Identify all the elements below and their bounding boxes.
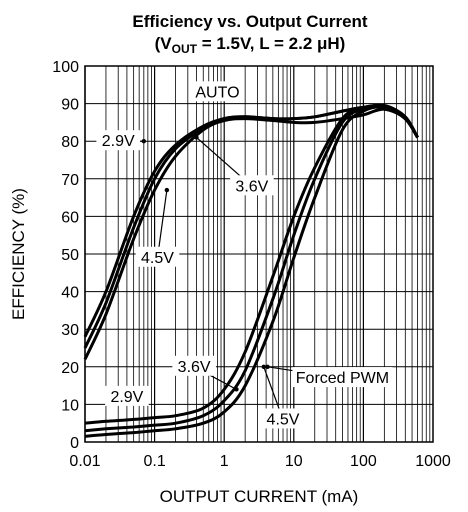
- annotation-box: [172, 355, 216, 376]
- series-line: [84, 105, 419, 438]
- annotation-label: 2.9V: [110, 389, 143, 406]
- x-tick-label: 0.01: [69, 453, 100, 470]
- x-tick-label: 1000: [415, 453, 451, 470]
- x-tick-label: 0.1: [143, 453, 165, 470]
- efficiency-curves: [83, 103, 419, 438]
- x-tick-label: 100: [350, 453, 377, 470]
- y-tick-label: 20: [61, 360, 79, 377]
- y-tick-label: 70: [61, 172, 79, 189]
- series-line: [83, 107, 419, 360]
- x-tick-label: 1: [220, 453, 229, 470]
- chart-subtitle: (VOUT = 1.5V, L = 2.2 μH): [155, 34, 346, 56]
- annotation-arrowhead: [141, 139, 147, 144]
- annotation-label: Forced PWM: [296, 370, 389, 387]
- annotation-arrowhead: [265, 364, 270, 369]
- y-tick-label: 90: [61, 97, 79, 114]
- chart-title: Efficiency vs. Output Current: [132, 12, 368, 31]
- annotation-label: 3.6V: [178, 359, 211, 376]
- y-tick-label: 30: [61, 322, 79, 339]
- annotation-box: [292, 367, 393, 388]
- annotation-label: 3.6V: [235, 178, 268, 195]
- subtitle-subscript: OUT: [172, 42, 198, 56]
- y-tick-label: 40: [61, 285, 79, 302]
- axis-ticks: 0 10 20 30 40 50 60 70 80 90 100 0.01 0.1 1 10 100 1000: [52, 59, 451, 470]
- plot-frame: [84, 65, 434, 443]
- annotation-label: 4.5V: [267, 411, 300, 428]
- y-tick-label: 0: [70, 435, 79, 452]
- annotation-arrowhead: [194, 135, 199, 140]
- annotation-arrowhead: [164, 187, 170, 193]
- x-tick-label: 10: [285, 453, 303, 470]
- annotation-box: [96, 130, 141, 151]
- y-axis-label: EFFICIENCY (%): [9, 188, 28, 320]
- annotation-label: 4.5V: [141, 250, 174, 267]
- y-tick-label: 100: [52, 59, 79, 76]
- annotation-box: [105, 385, 149, 406]
- annotation-label: 2.9V: [102, 133, 135, 150]
- y-tick-label: 10: [61, 397, 79, 414]
- annotation-arrowhead: [261, 364, 266, 369]
- annotation-box: [195, 81, 240, 102]
- annotations: AUTO 2.9V 3.6V 4.5V Forced PWM 3.6V 2.9V 4.5V: [96, 81, 393, 429]
- annotation-label: AUTO: [195, 84, 239, 101]
- annotation-box: [261, 408, 305, 429]
- y-tick-label: 60: [61, 209, 79, 226]
- annotation-leader: [156, 189, 168, 258]
- subtitle-lead: (V: [155, 34, 173, 53]
- x-axis-label: OUTPUT CURRENT (mA): [160, 487, 359, 506]
- annotation-box: [135, 246, 180, 267]
- annotation-arrowhead: [234, 387, 239, 392]
- y-tick-label: 50: [61, 247, 79, 264]
- subtitle-tail: = 1.5V, L = 2.2 μH): [197, 34, 345, 53]
- y-tick-label: 80: [61, 134, 79, 151]
- annotation-box: [230, 175, 274, 196]
